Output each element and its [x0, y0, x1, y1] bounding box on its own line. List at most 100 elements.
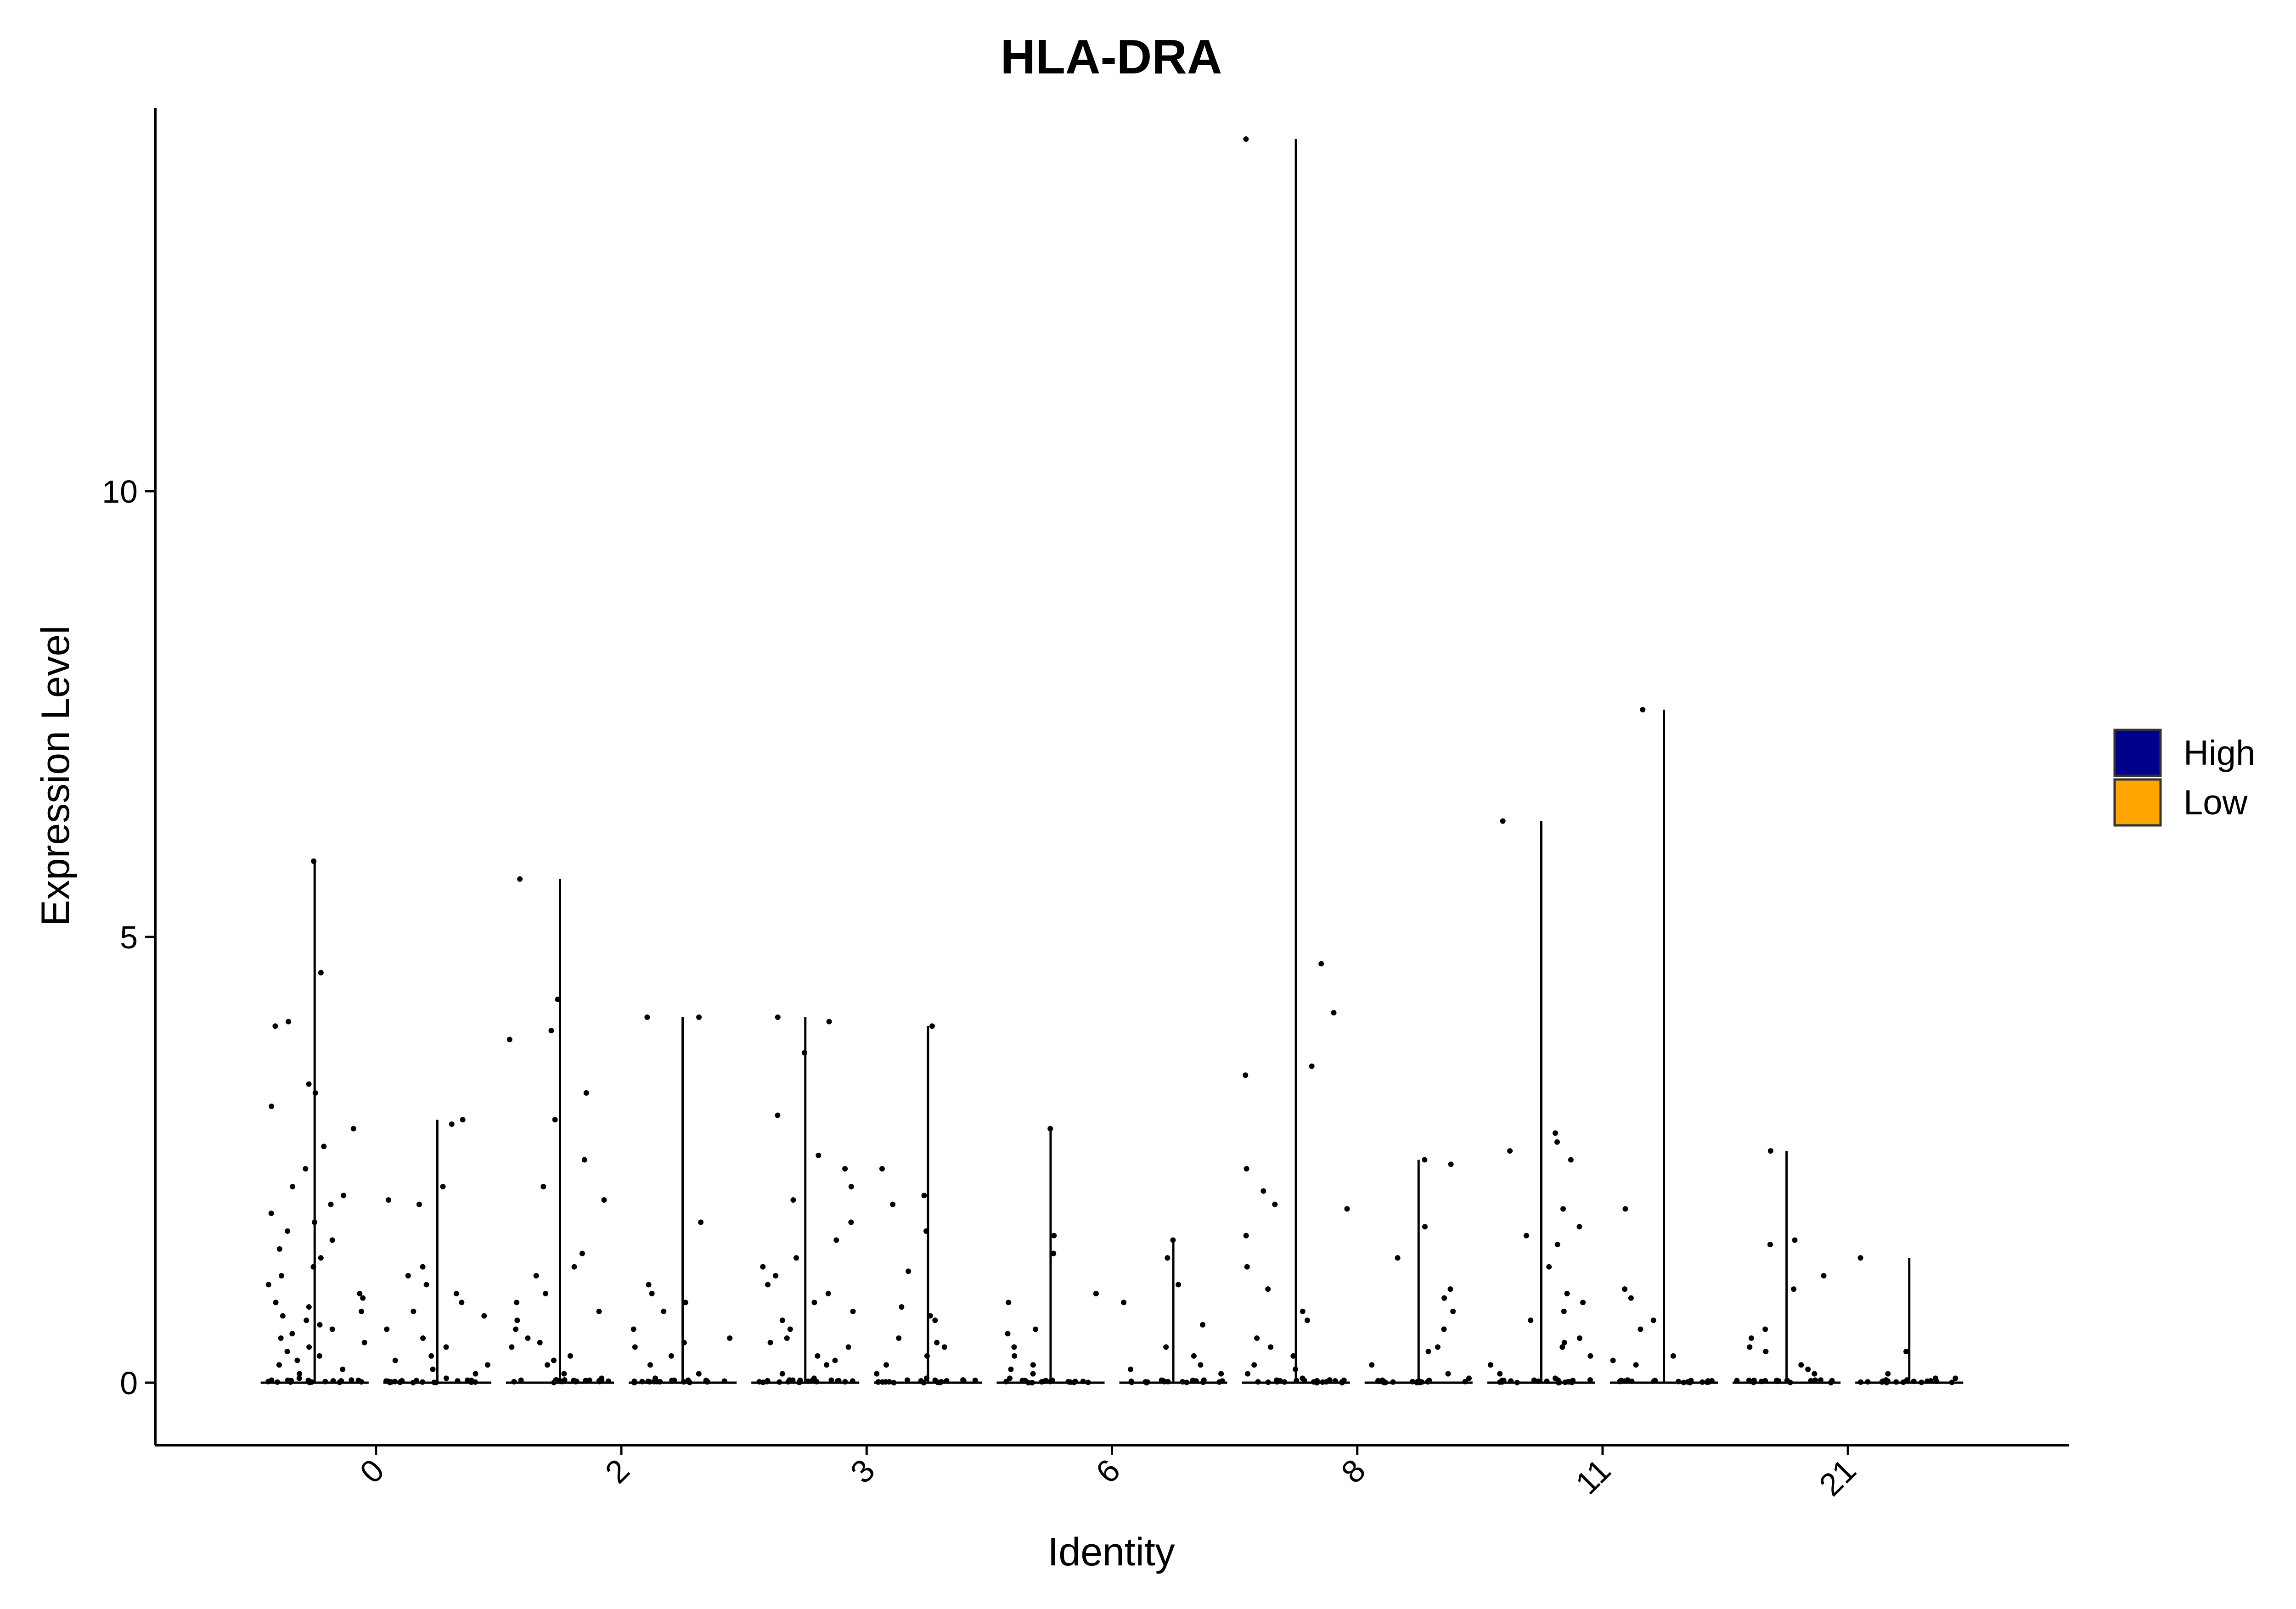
- data-point: [286, 1019, 292, 1025]
- data-point: [972, 1377, 978, 1383]
- data-point: [1435, 1344, 1441, 1350]
- data-point: [420, 1379, 426, 1385]
- data-point: [1536, 1378, 1542, 1384]
- data-point: [815, 1353, 821, 1359]
- data-point: [850, 1308, 856, 1314]
- data-point: [455, 1378, 461, 1384]
- data-point: [509, 1344, 515, 1350]
- data-point: [430, 1366, 436, 1372]
- data-point: [311, 858, 317, 864]
- data-point: [1129, 1379, 1135, 1385]
- data-point: [773, 1273, 779, 1279]
- violin-low: [1364, 1160, 1473, 1384]
- data-point: [682, 1300, 688, 1306]
- data-point: [1426, 1378, 1432, 1384]
- data-point: [896, 1335, 902, 1341]
- data-point: [517, 876, 523, 882]
- data-point: [413, 1378, 419, 1384]
- data-point: [1176, 1282, 1182, 1288]
- data-point: [1244, 1166, 1249, 1172]
- data-point: [460, 1117, 466, 1123]
- data-point: [1640, 706, 1646, 712]
- data-point: [296, 1375, 302, 1381]
- data-point: [340, 1366, 346, 1372]
- data-point: [1531, 1377, 1537, 1383]
- data-point: [828, 1377, 834, 1383]
- data-point: [923, 1228, 929, 1234]
- data-point: [639, 1379, 645, 1385]
- data-point: [1587, 1377, 1593, 1383]
- data-point: [561, 1371, 567, 1377]
- data-point: [1903, 1349, 1909, 1355]
- data-point: [1570, 1378, 1576, 1384]
- data-point: [1301, 1378, 1307, 1384]
- data-point: [1885, 1371, 1891, 1377]
- x-tick-label: 8: [1334, 1452, 1373, 1490]
- data-point: [1554, 1139, 1560, 1145]
- data-point: [273, 1300, 279, 1306]
- data-point: [834, 1378, 840, 1384]
- data-point: [420, 1264, 426, 1270]
- data-point: [1425, 1349, 1431, 1355]
- legend-label-low: Low: [2183, 783, 2248, 822]
- data-point: [1051, 1233, 1057, 1239]
- data-point: [1763, 1349, 1769, 1355]
- data-point: [696, 1371, 702, 1377]
- data-point: [328, 1201, 334, 1207]
- data-point: [756, 1379, 762, 1385]
- data-point: [484, 1362, 490, 1368]
- data-point: [397, 1379, 403, 1385]
- data-point: [265, 1379, 271, 1385]
- data-point: [420, 1335, 426, 1341]
- data-point: [1812, 1371, 1818, 1377]
- data-point: [583, 1090, 589, 1096]
- data-point: [1911, 1379, 1917, 1385]
- data-point: [405, 1273, 411, 1279]
- data-point: [1576, 1224, 1582, 1230]
- data-point: [416, 1201, 422, 1207]
- data-point: [1006, 1300, 1012, 1306]
- data-point: [779, 1371, 785, 1377]
- data-point: [1198, 1362, 1204, 1368]
- data-point: [268, 1211, 274, 1217]
- data-point: [428, 1353, 434, 1359]
- data-point: [671, 1377, 677, 1383]
- data-point: [1523, 1233, 1529, 1239]
- data-point: [1414, 1379, 1420, 1385]
- data-point: [1327, 1377, 1333, 1383]
- data-point: [1033, 1326, 1039, 1332]
- violin-low: [1609, 709, 1718, 1384]
- data-point: [1805, 1366, 1811, 1372]
- data-point: [540, 1183, 546, 1189]
- data-point: [906, 1268, 912, 1274]
- data-point: [842, 1166, 848, 1172]
- data-point: [274, 1379, 280, 1385]
- data-point: [552, 1117, 558, 1123]
- data-point: [779, 1317, 785, 1323]
- data-point: [1699, 1379, 1705, 1385]
- data-point: [1201, 1378, 1207, 1384]
- data-point: [355, 1377, 361, 1383]
- data-point: [449, 1121, 455, 1127]
- data-point: [765, 1282, 771, 1288]
- data-point: [1254, 1335, 1260, 1341]
- data-point: [303, 1166, 309, 1172]
- data-point: [1294, 1378, 1300, 1384]
- data-point: [842, 1379, 848, 1385]
- data-point: [272, 1023, 278, 1029]
- data-point: [1497, 1371, 1503, 1377]
- data-point: [306, 1344, 312, 1350]
- data-point: [571, 1264, 577, 1270]
- data-point: [1447, 1286, 1453, 1292]
- legend: High Low: [2113, 729, 2255, 827]
- data-point: [1193, 1378, 1199, 1384]
- data-point: [1560, 1206, 1566, 1212]
- data-point: [1445, 1371, 1451, 1377]
- x-tick-label: 2: [598, 1452, 636, 1490]
- data-point: [1311, 1379, 1317, 1385]
- data-point: [459, 1300, 465, 1306]
- data-point: [1705, 1379, 1711, 1385]
- data-point: [1758, 1379, 1764, 1385]
- data-point: [322, 1379, 328, 1385]
